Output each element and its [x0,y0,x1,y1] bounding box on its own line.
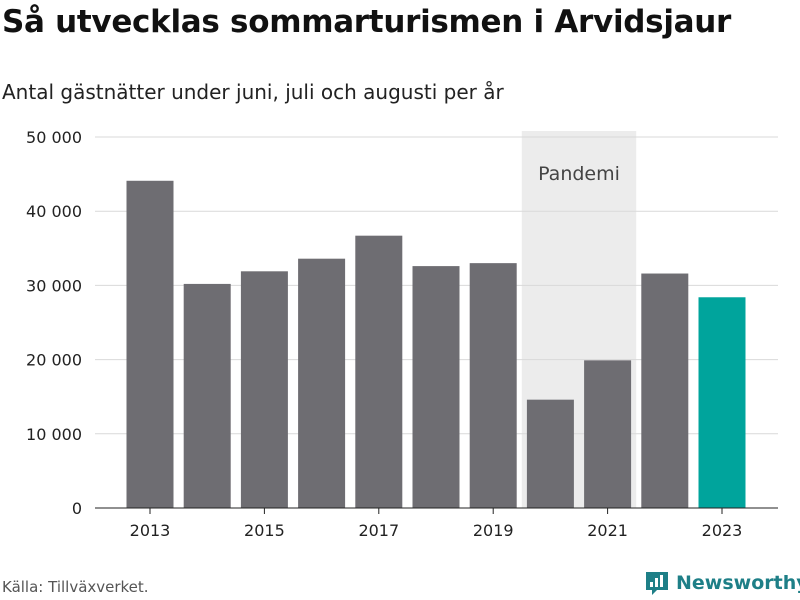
y-tick-label: 20 000 [26,351,82,370]
bars [126,180,746,508]
x-tick-label: 2019 [473,521,514,540]
pandemic-band-label: Pandemi [538,163,620,185]
y-tick-label: 40 000 [26,202,82,221]
bar-2019 [469,263,517,508]
brand-logo: Newsworthy [644,570,800,596]
bar-2020 [526,399,574,508]
bar-2015 [240,271,288,508]
bar-2016 [298,258,346,508]
x-tick-label: 2013 [130,521,171,540]
y-tick-label: 10 000 [26,425,82,444]
newsworthy-logo-icon [646,572,668,595]
bar-2017 [355,235,403,508]
chart-title: Så utvecklas sommarturismen i Arvidsjaur [2,4,732,40]
y-tick-label: 0 [72,499,82,518]
y-tick-label: 30 000 [26,276,82,295]
bar-2021 [584,360,632,508]
y-tick-label: 50 000 [26,128,82,147]
x-tick-label: 2015 [244,521,285,540]
chart-subtitle: Antal gästnätter under juni, juli och au… [2,80,504,104]
bar-2018 [412,266,460,508]
bar-2023 [698,297,746,508]
x-tick-label: 2021 [587,521,628,540]
x-tick-label: 2017 [358,521,399,540]
x-tick-label: 2023 [702,521,743,540]
bar-2022 [641,273,689,508]
source-note: Källa: Tillväxverket. [2,578,149,596]
brand-name: Newsworthy [676,572,800,594]
bar-2014 [183,283,231,508]
bar-2013 [126,180,174,508]
axes: 2013 2015 2017 2019 2021 2023 [95,507,778,540]
